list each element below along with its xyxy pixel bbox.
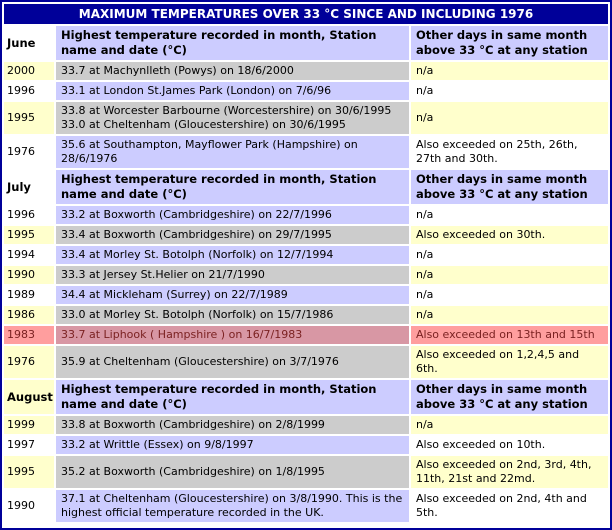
year-cell: 1989 (4, 286, 54, 304)
data-row-july-1990: 1990 33.3 at Jersey St.Helier on 21/7/199… (4, 266, 608, 284)
month-label-june: June (4, 26, 54, 60)
title-row: MAXIMUM TEMPERATURES OVER 33 °C SINCE AN… (4, 4, 608, 24)
data-row-june-1976: 1976 35.6 at Southampton, Mayflower Park … (4, 136, 608, 168)
other-days-cell: n/a (411, 82, 608, 100)
other-days-cell: n/a (411, 286, 608, 304)
highest-temp-cell: 37.1 at Cheltenham (Gloucestershire) on … (56, 490, 409, 522)
column-header-highest-temp: Highest temperature recorded in month, S… (56, 26, 409, 60)
table-body: MAXIMUM TEMPERATURES OVER 33 °C SINCE AN… (4, 4, 608, 522)
column-header-highest-temp: Highest temperature recorded in month, S… (56, 170, 409, 204)
year-cell: 1990 (4, 266, 54, 284)
data-row-july-1989: 1989 34.4 at Mickleham (Surrey) on 22/7/1… (4, 286, 608, 304)
year-cell: 1995 (4, 102, 54, 134)
year-cell: 1999 (4, 416, 54, 434)
column-header-other-days: Other days in same month above 33 °C at … (411, 26, 608, 60)
highest-temp-cell: 33.8 at Worcester Barbourne (Worcestersh… (56, 102, 409, 134)
data-row-august-1995: 1995 35.2 at Boxworth (Cambridgeshire) on… (4, 456, 608, 488)
year-cell: 1983 (4, 326, 54, 344)
year-cell: 1996 (4, 206, 54, 224)
year-cell: 1996 (4, 82, 54, 100)
highest-temp-cell: 35.6 at Southampton, Mayflower Park (Ham… (56, 136, 409, 168)
data-row-july-1976: 1976 35.9 at Cheltenham (Gloucestershire)… (4, 346, 608, 378)
highest-temp-cell: 33.1 at London St.James Park (London) on… (56, 82, 409, 100)
year-cell: 1990 (4, 490, 54, 522)
month-header-row-june: June Highest temperature recorded in mont… (4, 26, 608, 60)
other-days-cell: n/a (411, 102, 608, 134)
data-row-august-1997: 1997 33.2 at Writtle (Essex) on 9/8/1997 A… (4, 436, 608, 454)
other-days-cell: n/a (411, 246, 608, 264)
highest-temp-cell: 34.4 at Mickleham (Surrey) on 22/7/1989 (56, 286, 409, 304)
data-row-june-1996: 1996 33.1 at London St.James Park (London… (4, 82, 608, 100)
other-days-cell: Also exceeded on 25th, 26th, 27th and 30… (411, 136, 608, 168)
column-header-other-days: Other days in same month above 33 °C at … (411, 170, 608, 204)
other-days-cell: n/a (411, 62, 608, 80)
data-row-july-1994: 1994 33.4 at Morley St. Botolph (Norfolk)… (4, 246, 608, 264)
max-temps-table: MAXIMUM TEMPERATURES OVER 33 °C SINCE AN… (2, 2, 610, 524)
table-title: MAXIMUM TEMPERATURES OVER 33 °C SINCE AN… (4, 4, 608, 24)
data-row-july-1986: 1986 33.0 at Morley St. Botolph (Norfolk)… (4, 306, 608, 324)
year-cell: 1994 (4, 246, 54, 264)
data-row-july-1983: 1983 33.7 at Liphook ( Hampshire ) on 16/… (4, 326, 608, 344)
data-row-august-1990: 1990 37.1 at Cheltenham (Gloucestershire)… (4, 490, 608, 522)
highest-temp-cell: 33.7 at Liphook ( Hampshire ) on 16/7/19… (56, 326, 409, 344)
data-row-june-2000: 2000 33.7 at Machynlleth (Powys) on 18/6/… (4, 62, 608, 80)
data-row-august-1999: 1999 33.8 at Boxworth (Cambridgeshire) on… (4, 416, 608, 434)
column-header-highest-temp: Highest temperature recorded in month, S… (56, 380, 409, 414)
other-days-cell: n/a (411, 266, 608, 284)
other-days-cell: Also exceeded on 10th. (411, 436, 608, 454)
month-label-august: August (4, 380, 54, 414)
column-header-other-days: Other days in same month above 33 °C at … (411, 380, 608, 414)
other-days-cell: n/a (411, 306, 608, 324)
other-days-cell: Also exceeded on 13th and 15th (411, 326, 608, 344)
year-cell: 1997 (4, 436, 54, 454)
highest-temp-cell: 33.4 at Morley St. Botolph (Norfolk) on … (56, 246, 409, 264)
month-header-row-august: August Highest temperature recorded in mo… (4, 380, 608, 414)
highest-temp-cell: 33.2 at Boxworth (Cambridgeshire) on 22/… (56, 206, 409, 224)
year-cell: 2000 (4, 62, 54, 80)
other-days-cell: n/a (411, 206, 608, 224)
highest-temp-cell: 33.4 at Boxworth (Cambridgeshire) on 29/… (56, 226, 409, 244)
data-row-july-1996: 1996 33.2 at Boxworth (Cambridgeshire) on… (4, 206, 608, 224)
highest-temp-cell: 33.8 at Boxworth (Cambridgeshire) on 2/8… (56, 416, 409, 434)
other-days-cell: Also exceeded on 30th. (411, 226, 608, 244)
other-days-cell: n/a (411, 416, 608, 434)
year-cell: 1995 (4, 226, 54, 244)
month-header-row-july: July Highest temperature recorded in mont… (4, 170, 608, 204)
other-days-cell: Also exceeded on 2nd, 3rd, 4th, 11th, 21… (411, 456, 608, 488)
highest-temp-cell: 35.2 at Boxworth (Cambridgeshire) on 1/8… (56, 456, 409, 488)
other-days-cell: Also exceeded on 1,2,4,5 and 6th. (411, 346, 608, 378)
highest-temp-cell: 35.9 at Cheltenham (Gloucestershire) on … (56, 346, 409, 378)
year-cell: 1976 (4, 136, 54, 168)
highest-temp-cell: 33.7 at Machynlleth (Powys) on 18/6/2000 (56, 62, 409, 80)
year-cell: 1995 (4, 456, 54, 488)
highest-temp-cell: 33.3 at Jersey St.Helier on 21/7/1990 (56, 266, 409, 284)
year-cell: 1976 (4, 346, 54, 378)
month-label-july: July (4, 170, 54, 204)
year-cell: 1986 (4, 306, 54, 324)
data-row-june-1995: 1995 33.8 at Worcester Barbourne (Worcest… (4, 102, 608, 134)
other-days-cell: Also exceeded on 2nd, 4th and 5th. (411, 490, 608, 522)
highest-temp-cell: 33.0 at Morley St. Botolph (Norfolk) on … (56, 306, 409, 324)
data-row-july-1995: 1995 33.4 at Boxworth (Cambridgeshire) on… (4, 226, 608, 244)
highest-temp-cell: 33.2 at Writtle (Essex) on 9/8/1997 (56, 436, 409, 454)
